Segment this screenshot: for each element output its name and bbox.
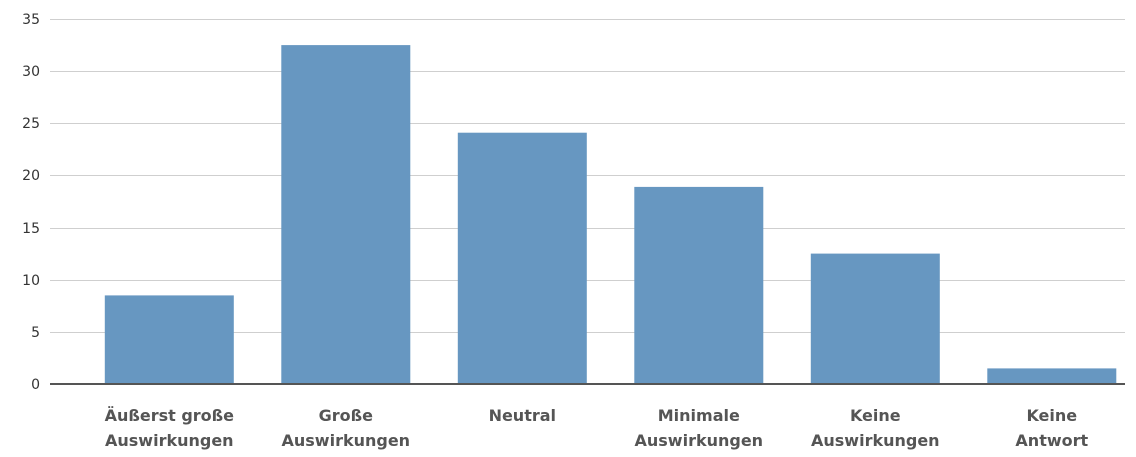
category-label-line: Minimale — [658, 406, 740, 425]
bar-1 — [281, 45, 411, 384]
y-tick-label-5: 5 — [31, 325, 40, 341]
category-label-line: Keine — [850, 406, 901, 425]
y-tick-label-25: 25 — [22, 116, 40, 132]
category-label-line: Keine — [1026, 406, 1077, 425]
category-label-4: Keine Auswirkungen — [811, 406, 940, 450]
y-tick-label-0: 0 — [31, 377, 40, 393]
gridlines — [50, 19, 1125, 333]
category-label-2: Neutral — [489, 406, 556, 425]
y-tick-label-20: 20 — [22, 168, 40, 184]
bar-4 — [810, 253, 940, 384]
category-label-line: Auswirkungen — [811, 431, 940, 450]
category-labels: Äußerst große Auswirkungen Große Auswirkung… — [105, 406, 1089, 450]
category-label-1: Große Auswirkungen — [282, 406, 411, 450]
y-tick-label-35: 35 — [22, 12, 40, 28]
y-tick-label-10: 10 — [22, 273, 40, 289]
category-label-line: Auswirkungen — [635, 431, 764, 450]
category-label-3: Minimale Auswirkungen — [635, 406, 764, 450]
category-label-line: Große — [319, 406, 374, 425]
y-tick-label-30: 30 — [22, 64, 40, 80]
y-tick-label-15: 15 — [22, 221, 40, 237]
category-label-line: Äußerst große — [105, 406, 235, 425]
bar-5 — [987, 368, 1117, 384]
category-label-line: Auswirkungen — [282, 431, 411, 450]
bar-2 — [457, 132, 587, 384]
category-label-5: Keine Antwort — [1015, 406, 1088, 450]
category-label-0: Äußerst große Auswirkungen — [105, 406, 235, 450]
category-label-line: Antwort — [1015, 431, 1088, 450]
bars — [104, 45, 1117, 384]
y-tick-labels: 0 5 10 15 20 25 30 35 — [22, 12, 40, 393]
category-label-line: Neutral — [489, 406, 556, 425]
bar-0 — [104, 295, 234, 384]
bar-3 — [634, 186, 764, 384]
category-label-line: Auswirkungen — [105, 431, 234, 450]
